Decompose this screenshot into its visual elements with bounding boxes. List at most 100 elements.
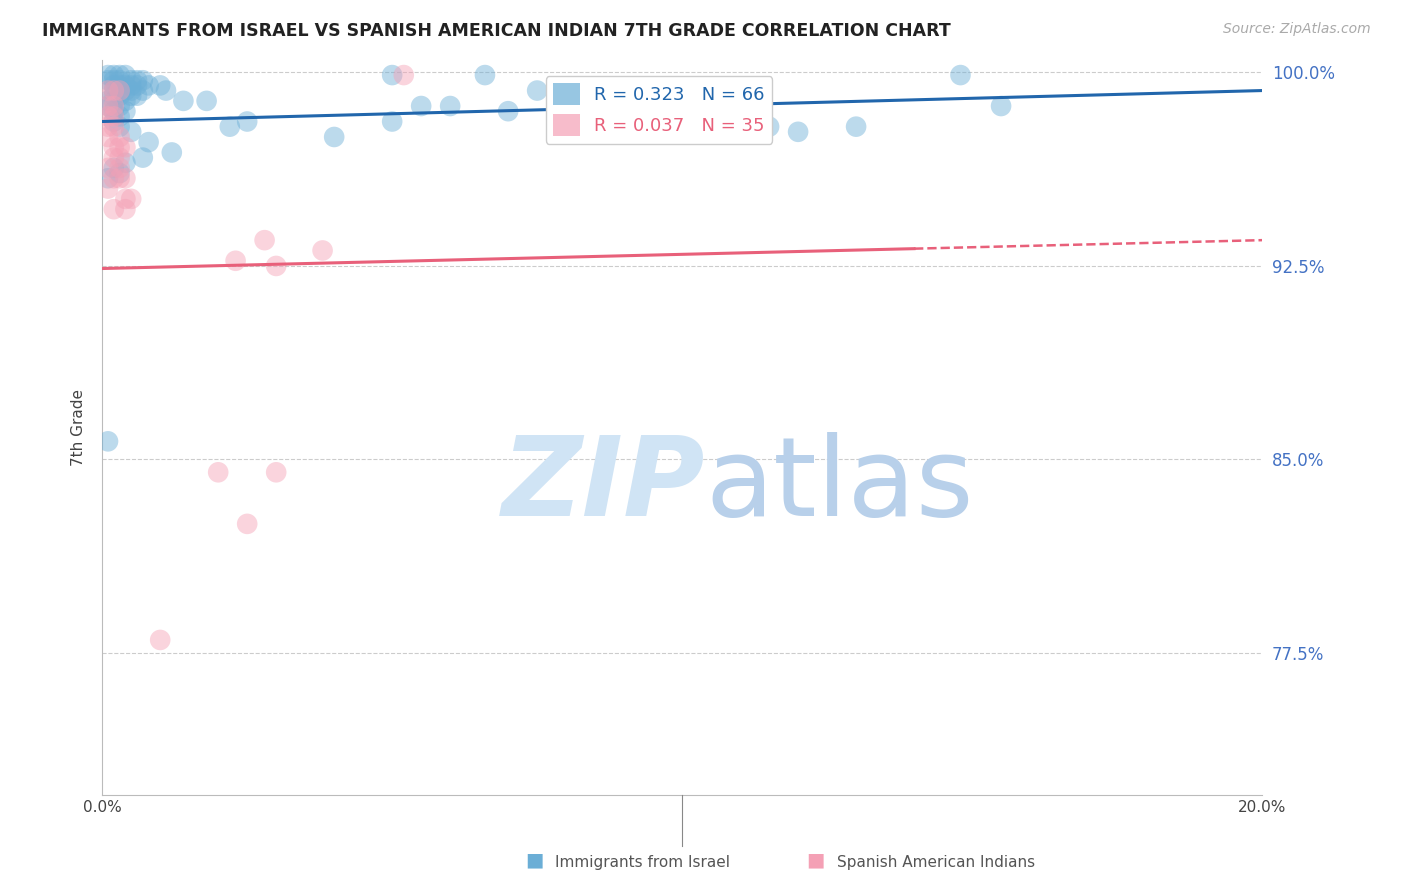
Point xyxy=(114,78,136,93)
Point xyxy=(97,84,120,98)
Point xyxy=(845,120,868,134)
Point xyxy=(114,171,136,186)
Point xyxy=(207,465,229,479)
Point xyxy=(949,68,972,82)
Point xyxy=(108,99,131,113)
Point xyxy=(108,88,131,103)
Point xyxy=(138,78,160,93)
Point xyxy=(392,68,415,82)
Point xyxy=(97,94,120,108)
Point xyxy=(103,84,125,98)
Point xyxy=(643,94,665,108)
Point xyxy=(120,73,142,87)
Point xyxy=(758,120,780,134)
Point xyxy=(114,202,136,217)
Point xyxy=(125,73,148,87)
Point xyxy=(103,151,125,165)
Point xyxy=(253,233,276,247)
Point xyxy=(108,130,131,145)
Point xyxy=(172,94,194,108)
Point xyxy=(264,465,287,479)
Point xyxy=(103,84,125,98)
Point xyxy=(103,94,125,108)
Point xyxy=(411,99,433,113)
Point xyxy=(120,84,142,98)
Point xyxy=(496,104,519,119)
Text: IMMIGRANTS FROM ISRAEL VS SPANISH AMERICAN INDIAN 7TH GRADE CORRELATION CHART: IMMIGRANTS FROM ISRAEL VS SPANISH AMERIC… xyxy=(42,22,950,40)
Point xyxy=(120,192,142,206)
Point xyxy=(114,155,136,169)
Point xyxy=(526,84,548,98)
Text: Immigrants from Israel: Immigrants from Israel xyxy=(555,855,730,870)
Point xyxy=(108,120,131,134)
Point xyxy=(236,516,259,531)
Point xyxy=(103,68,125,82)
Point xyxy=(103,99,125,113)
Point xyxy=(103,104,125,119)
Point xyxy=(381,114,404,128)
Y-axis label: 7th Grade: 7th Grade xyxy=(72,389,86,466)
Point xyxy=(108,84,131,98)
Point xyxy=(97,120,120,134)
Point xyxy=(236,114,259,128)
Point xyxy=(120,88,142,103)
Point xyxy=(103,73,125,87)
Point xyxy=(108,84,131,98)
Point xyxy=(225,253,247,268)
Point xyxy=(114,140,136,154)
Point xyxy=(97,161,120,175)
Point xyxy=(311,244,333,258)
Point xyxy=(990,99,1012,113)
Point xyxy=(149,632,172,647)
Point xyxy=(583,84,606,98)
Text: Spanish American Indians: Spanish American Indians xyxy=(837,855,1035,870)
Point xyxy=(120,125,142,139)
Point xyxy=(97,434,120,449)
Text: Source: ZipAtlas.com: Source: ZipAtlas.com xyxy=(1223,22,1371,37)
Point xyxy=(218,120,240,134)
Point xyxy=(114,104,136,119)
Point xyxy=(108,161,131,175)
Point xyxy=(120,78,142,93)
Point xyxy=(97,73,120,87)
Text: ■: ■ xyxy=(524,851,544,870)
Point xyxy=(103,202,125,217)
Point xyxy=(439,99,461,113)
Point xyxy=(103,88,125,103)
Point xyxy=(103,161,125,175)
Point xyxy=(108,140,131,154)
Point xyxy=(132,84,155,98)
Point xyxy=(474,68,496,82)
Point xyxy=(97,109,120,123)
Point xyxy=(155,84,177,98)
Point xyxy=(108,109,131,123)
Point xyxy=(97,68,120,82)
Point xyxy=(103,171,125,186)
Point xyxy=(97,171,120,186)
Point xyxy=(108,151,131,165)
Text: ■: ■ xyxy=(806,851,825,870)
Point xyxy=(195,94,218,108)
Text: atlas: atlas xyxy=(706,433,974,540)
Point xyxy=(787,125,810,139)
Point xyxy=(671,109,693,123)
Point xyxy=(114,94,136,108)
Point xyxy=(97,99,120,113)
Point xyxy=(323,130,346,145)
Point xyxy=(108,166,131,180)
Point xyxy=(108,68,131,82)
Point xyxy=(97,99,120,113)
Point xyxy=(103,109,125,123)
Point xyxy=(108,78,131,93)
Point xyxy=(149,78,172,93)
Point xyxy=(125,88,148,103)
Text: ZIP: ZIP xyxy=(502,433,706,540)
Point xyxy=(381,68,404,82)
Point xyxy=(103,78,125,93)
Point xyxy=(114,192,136,206)
Point xyxy=(114,84,136,98)
Point xyxy=(108,171,131,186)
Point xyxy=(108,73,131,87)
Point xyxy=(160,145,183,160)
Point xyxy=(132,151,155,165)
